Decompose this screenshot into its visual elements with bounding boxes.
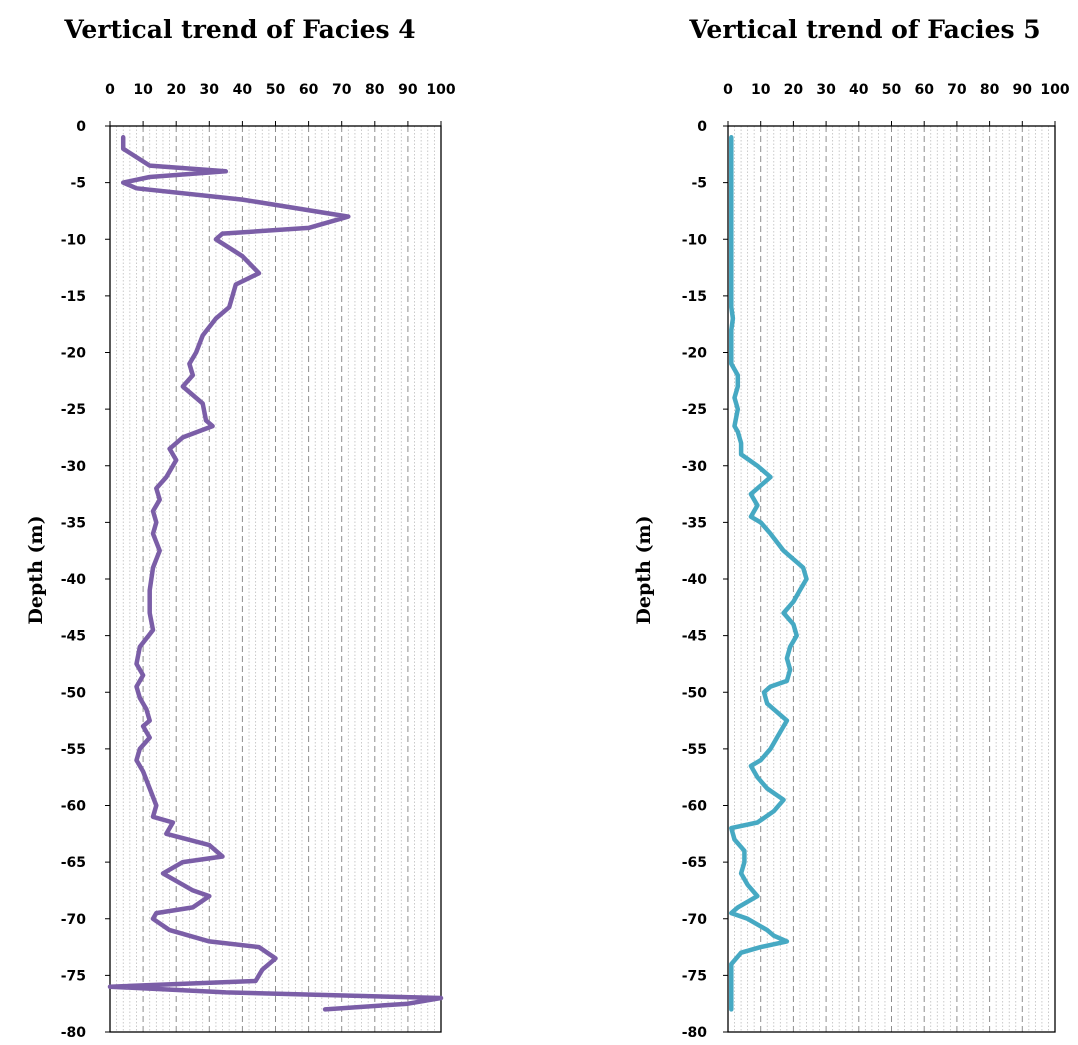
- facies-5-x-tick-label: 100: [1040, 82, 1069, 98]
- facies-5-y-tick-label: -40: [682, 572, 708, 588]
- facies-4-y-tick-label: -60: [61, 799, 87, 815]
- facies-4-y-tick-label: 0: [76, 119, 86, 135]
- facies-4-series-line: [107, 135, 444, 1012]
- facies-4-x-tick-label: 50: [266, 82, 286, 98]
- facies-5-y-tick-label: -55: [682, 742, 707, 758]
- facies-4-y-tick-label: -70: [61, 912, 87, 928]
- facies-5-y-tick-label: -50: [682, 685, 708, 701]
- facies-4-x-tick-label: 0: [105, 82, 115, 98]
- facies-4-y-tick-label: -5: [70, 176, 86, 192]
- facies-5-y-tick-label: -60: [682, 799, 708, 815]
- facies-5-x-tick-label: 80: [980, 82, 1000, 98]
- facies-5-x-tick-label: 70: [947, 82, 967, 98]
- facies-5-x-tick-label: 60: [914, 82, 934, 98]
- facies-4-x-tick-label: 80: [365, 82, 385, 98]
- facies-5-y-tick-label: -70: [682, 912, 708, 928]
- facies-4-y-tick-label: -20: [61, 346, 87, 362]
- chart-title-facies-5: Vertical trend of Facies 5: [688, 15, 1040, 44]
- facies-4-x-tick-label: 90: [398, 82, 418, 98]
- facies-4-y-tick-label: -15: [61, 289, 86, 305]
- facies-4-x-tick-label: 20: [166, 82, 186, 98]
- facies-5-series-line: [729, 135, 809, 1012]
- facies-4-x-tick-label: 100: [426, 82, 455, 98]
- facies-4-y-tick-label: -65: [61, 855, 86, 871]
- facies-4-x-tick-label: 40: [233, 82, 253, 98]
- facies-4-y-tick-label: -40: [61, 572, 87, 588]
- facies-5-x-tick-label: 40: [849, 82, 869, 98]
- facies-5-y-tick-label: -10: [682, 232, 708, 248]
- facies-5-y-tick-label: -35: [682, 515, 707, 531]
- facies-4-y-tick-label: -75: [61, 968, 86, 984]
- facies-5-y-tick-label: -25: [682, 402, 707, 418]
- facies-5-y-tick-label: -65: [682, 855, 707, 871]
- facies-5-x-tick-label: 20: [784, 82, 804, 98]
- facies-4-x-tick-label: 30: [200, 82, 220, 98]
- facies-5-y-tick-label: 0: [697, 119, 707, 135]
- facies-4-y-tick-label: -35: [61, 515, 86, 531]
- facies-5-y-tick-label: -30: [682, 459, 708, 475]
- facies-5-y-tick-label: -80: [682, 1025, 708, 1041]
- facies-5-x-tick-label: 0: [723, 82, 733, 98]
- facies-5-y-tick-label: -15: [682, 289, 707, 305]
- facies-5-y-tick-label: -5: [691, 176, 707, 192]
- facies-5-plot-area: 0 10 20 30 40 50 60 70 80 90 100 0 -5 -10 -15 -20 -25 -30…: [633, 82, 1070, 1041]
- facies-4-y-tick-label: -45: [61, 629, 86, 645]
- facies-5-y-tick-label: -20: [682, 346, 708, 362]
- facies-4-y-tick-label: -80: [61, 1025, 87, 1041]
- facies-4-plot-area: 0 10 20 30 40 50 60 70 80 90 100 0 -5 -10 -15 -20 -25 -30…: [25, 82, 456, 1041]
- facies-4-y-tick-label: -30: [61, 459, 87, 475]
- facies-5-x-tick-label: 50: [882, 82, 902, 98]
- facies-5-x-tick-label: 10: [751, 82, 771, 98]
- facies-5-y-axis-label: Depth (m): [633, 515, 655, 624]
- facies-5-x-tick-label: 30: [816, 82, 836, 98]
- facies-4-y-tick-label: -25: [61, 402, 86, 418]
- facies-5-y-tick-label: -45: [682, 629, 707, 645]
- facies-4-x-tick-label: 70: [332, 82, 352, 98]
- facies-4-y-tick-label: -55: [61, 742, 86, 758]
- facies-4-y-tick-label: -10: [61, 232, 87, 248]
- facies-5-x-tick-label: 90: [1013, 82, 1033, 98]
- chart-title-facies-4: Vertical trend of Facies 4: [63, 15, 415, 44]
- facies-4-x-tick-label: 60: [299, 82, 319, 98]
- facies-4-x-tick-label: 10: [133, 82, 153, 98]
- facies-4-y-axis-label: Depth (m): [25, 515, 47, 624]
- facies-4-y-tick-label: -50: [61, 685, 87, 701]
- facies-5-y-tick-label: -75: [682, 968, 707, 984]
